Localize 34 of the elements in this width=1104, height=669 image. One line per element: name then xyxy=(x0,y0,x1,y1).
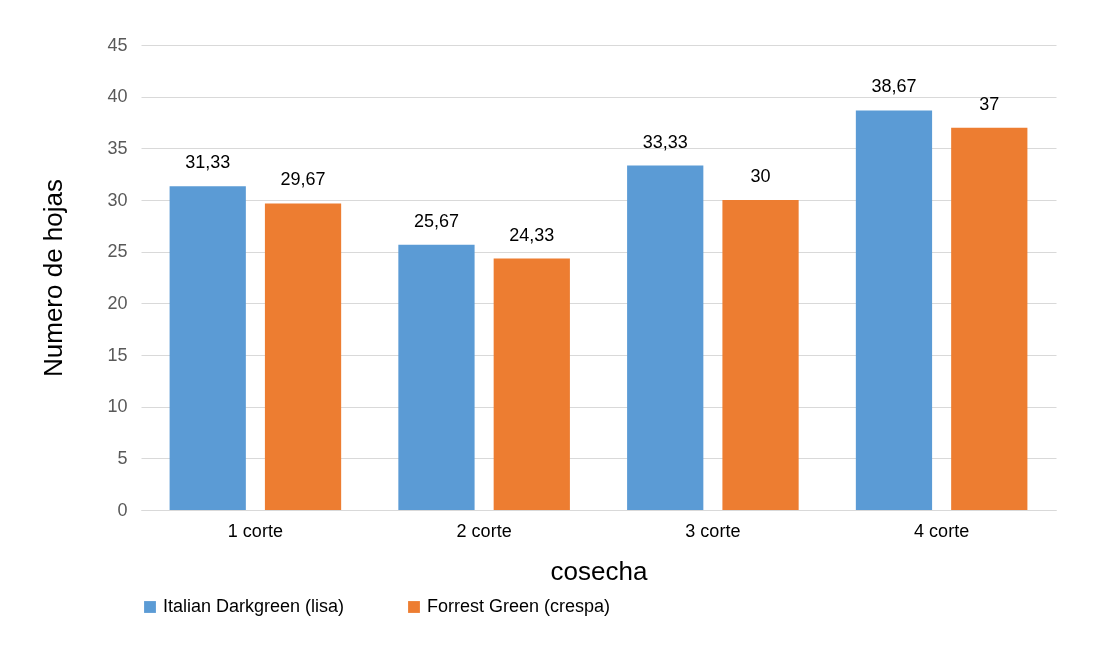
y-tick-label: 20 xyxy=(107,292,128,313)
y-tick-label: 30 xyxy=(107,189,128,210)
x-axis-title: cosecha xyxy=(550,555,648,586)
x-tick-label: 4 corte xyxy=(914,520,970,541)
x-tick-label: 2 corte xyxy=(456,520,512,541)
y-axis-title: Numero de hojas xyxy=(38,179,69,377)
bar xyxy=(722,200,799,510)
y-tick-label: 45 xyxy=(107,34,128,55)
bar xyxy=(398,244,475,510)
data-label: 38,67 xyxy=(871,76,917,97)
y-tick-label: 5 xyxy=(117,447,128,468)
bar xyxy=(627,165,704,510)
bar xyxy=(169,186,246,510)
bar xyxy=(264,203,342,510)
data-label: 33,33 xyxy=(642,131,688,152)
bar xyxy=(493,258,570,510)
data-label: 25,67 xyxy=(413,210,459,231)
bar xyxy=(855,110,933,510)
y-tick-label: 15 xyxy=(107,344,128,365)
legend-label: Forrest Green (crespa) xyxy=(427,596,611,616)
y-tick-label: 0 xyxy=(117,499,128,520)
x-tick-label: 1 corte xyxy=(227,520,283,541)
y-tick-label: 25 xyxy=(107,241,128,262)
data-label: 24,33 xyxy=(509,224,555,245)
data-label: 29,67 xyxy=(280,169,326,190)
x-tick-label: 3 corte xyxy=(685,520,741,541)
y-tick-label: 35 xyxy=(107,137,128,158)
legend-label: Italian Darkgreen (lisa) xyxy=(163,596,345,616)
bar xyxy=(951,127,1028,510)
y-tick-label: 10 xyxy=(107,396,128,417)
data-label: 31,33 xyxy=(185,152,231,173)
y-tick-label: 40 xyxy=(107,86,128,107)
data-label: 30 xyxy=(750,166,771,186)
data-label: 37 xyxy=(979,93,1000,114)
